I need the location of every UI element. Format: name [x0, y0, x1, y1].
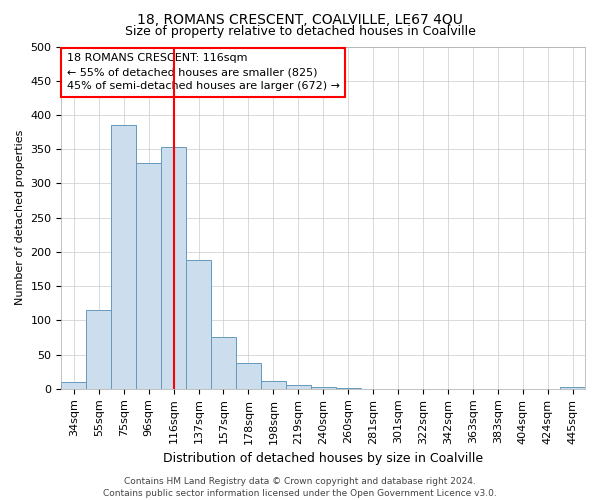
X-axis label: Distribution of detached houses by size in Coalville: Distribution of detached houses by size … — [163, 452, 483, 465]
Text: 18, ROMANS CRESCENT, COALVILLE, LE67 4QU: 18, ROMANS CRESCENT, COALVILLE, LE67 4QU — [137, 12, 463, 26]
Bar — [161, 147, 186, 389]
Text: Contains HM Land Registry data © Crown copyright and database right 2024.
Contai: Contains HM Land Registry data © Crown c… — [103, 476, 497, 498]
Bar — [86, 310, 111, 389]
Bar — [111, 125, 136, 389]
Bar — [61, 382, 86, 389]
Bar — [286, 386, 311, 389]
Bar — [211, 338, 236, 389]
Bar — [311, 388, 335, 389]
Text: Size of property relative to detached houses in Coalville: Size of property relative to detached ho… — [125, 25, 475, 38]
Bar — [186, 260, 211, 389]
Bar — [261, 382, 286, 389]
Bar — [136, 163, 161, 389]
Bar — [335, 388, 361, 389]
Bar — [236, 364, 261, 389]
Y-axis label: Number of detached properties: Number of detached properties — [15, 130, 25, 306]
Bar — [560, 388, 585, 389]
Text: 18 ROMANS CRESCENT: 116sqm
← 55% of detached houses are smaller (825)
45% of sem: 18 ROMANS CRESCENT: 116sqm ← 55% of deta… — [67, 54, 340, 92]
